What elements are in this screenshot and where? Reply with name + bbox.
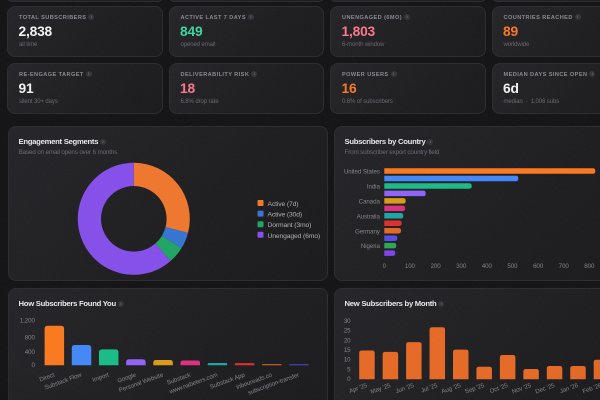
- svg-text:500: 500: [507, 263, 518, 270]
- svg-text:Australia: Australia: [356, 213, 380, 220]
- svg-text:5: 5: [347, 366, 351, 373]
- svg-text:25: 25: [343, 328, 350, 335]
- svg-text:200: 200: [430, 263, 441, 270]
- svg-text:700: 700: [558, 263, 569, 270]
- svg-text:Jan '26: Jan '26: [558, 382, 579, 395]
- svg-text:India: India: [366, 183, 380, 190]
- svg-text:400: 400: [24, 349, 35, 356]
- svg-text:Import: Import: [91, 371, 110, 384]
- svg-text:10: 10: [343, 357, 350, 364]
- svg-text:20: 20: [343, 337, 350, 344]
- svg-text:Feb '26: Feb '26: [581, 382, 600, 396]
- svg-text:Unengaged (6mo): Unengaged (6mo): [267, 232, 320, 239]
- svg-text:100: 100: [404, 263, 415, 270]
- svg-text:800: 800: [584, 263, 595, 270]
- svg-text:300: 300: [456, 263, 467, 270]
- svg-text:Germany: Germany: [355, 228, 381, 235]
- svg-text:Sep '25: Sep '25: [464, 382, 486, 396]
- svg-text:Dormant (3mo): Dormant (3mo): [267, 222, 311, 229]
- svg-text:Oct '25: Oct '25: [488, 382, 509, 395]
- svg-text:15: 15: [343, 347, 350, 354]
- svg-text:800: 800: [24, 334, 35, 341]
- svg-text:0: 0: [382, 263, 386, 270]
- svg-text:Jul '25: Jul '25: [420, 382, 439, 395]
- svg-text:1,200: 1,200: [19, 318, 35, 325]
- svg-text:Dec '25: Dec '25: [534, 382, 556, 396]
- svg-text:600: 600: [533, 263, 544, 270]
- svg-text:Active (30d): Active (30d): [267, 211, 301, 218]
- svg-text:30: 30: [343, 318, 350, 325]
- svg-text:Aug '25: Aug '25: [440, 382, 462, 396]
- svg-text:400: 400: [481, 263, 492, 270]
- svg-text:Apr '25: Apr '25: [348, 382, 369, 395]
- svg-text:Active (7d): Active (7d): [267, 201, 298, 208]
- svg-text:Canada: Canada: [358, 198, 380, 205]
- svg-text:Nigeria: Nigeria: [360, 243, 380, 250]
- svg-text:0: 0: [31, 362, 35, 369]
- svg-text:United States: United States: [343, 168, 379, 175]
- svg-text:0: 0: [347, 376, 351, 383]
- svg-text:Nov '25: Nov '25: [511, 382, 533, 396]
- svg-text:May '25: May '25: [369, 382, 392, 396]
- svg-text:Jun '25: Jun '25: [394, 382, 415, 395]
